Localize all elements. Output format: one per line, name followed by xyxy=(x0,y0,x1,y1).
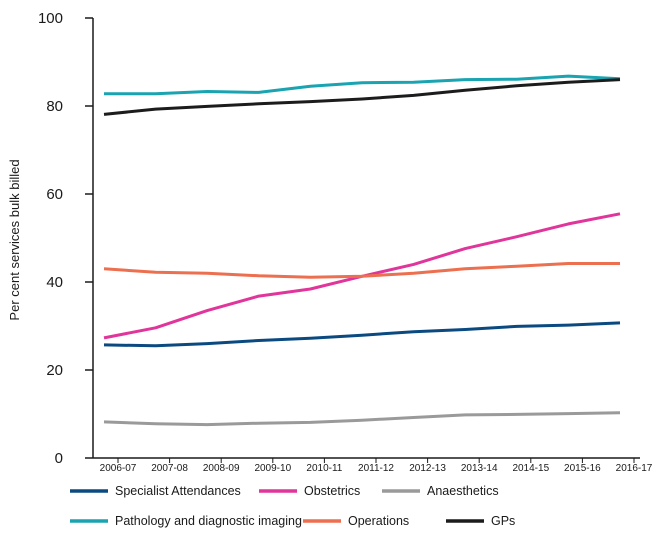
legend-label: Obstetrics xyxy=(304,484,360,498)
y-axis-label: Per cent services bulk billed xyxy=(7,159,22,320)
x-tick-label: 2016-17 xyxy=(616,463,653,474)
legend-item: Operations xyxy=(303,514,409,528)
y-tick-label: 60 xyxy=(46,186,63,203)
x-tick-label: 2010-11 xyxy=(306,463,342,474)
y-tick-label: 20 xyxy=(46,362,63,379)
x-tick-label: 2008-09 xyxy=(203,463,240,474)
legend-item: Pathology and diagnostic imaging xyxy=(70,514,302,528)
y-tick-label: 80 xyxy=(46,98,63,115)
x-tick-label: 2015-16 xyxy=(564,463,601,474)
series-line-anaesthetics xyxy=(103,411,621,427)
x-tick-label: 2009-10 xyxy=(254,463,291,474)
legend-item: GPs xyxy=(446,514,515,528)
legend-item: Specialist Attendances xyxy=(70,484,241,498)
legend-label: Anaesthetics xyxy=(427,484,499,498)
x-tick-label: 2006-07 xyxy=(100,463,137,474)
y-tick-label: 0 xyxy=(55,450,63,467)
series-line-operations xyxy=(103,262,620,279)
x-tick-label: 2007-08 xyxy=(151,463,188,474)
series-line-specialist-attendances xyxy=(103,321,621,348)
legend-item: Obstetrics xyxy=(259,484,360,498)
series-line-pathology-and-diagnostic-imaging xyxy=(104,74,621,96)
x-tick-label: 2011-12 xyxy=(358,463,394,474)
legend-label: GPs xyxy=(491,514,515,528)
y-tick-label: 40 xyxy=(46,274,63,291)
legend-label: Pathology and diagnostic imaging xyxy=(115,514,302,528)
series-lines xyxy=(103,74,621,427)
legend: Specialist Attendances Obstetrics Anaesthe… xyxy=(70,484,515,528)
series-line-gps xyxy=(103,78,621,116)
legend-label: Operations xyxy=(348,514,409,528)
x-tick-label: 2014-15 xyxy=(512,463,549,474)
legend-label: Specialist Attendances xyxy=(115,484,241,498)
y-ticks: 0 20 40 60 80 100 xyxy=(38,10,93,467)
legend-item: Anaesthetics xyxy=(382,484,499,498)
x-tick-label: 2013-14 xyxy=(461,463,498,474)
y-tick-label: 100 xyxy=(38,10,63,27)
axes xyxy=(92,18,640,459)
x-ticks: 2006-07 2007-08 2008-09 2009-10 2010-11 2011-… xyxy=(100,458,653,474)
x-tick-label: 2012-13 xyxy=(409,463,446,474)
